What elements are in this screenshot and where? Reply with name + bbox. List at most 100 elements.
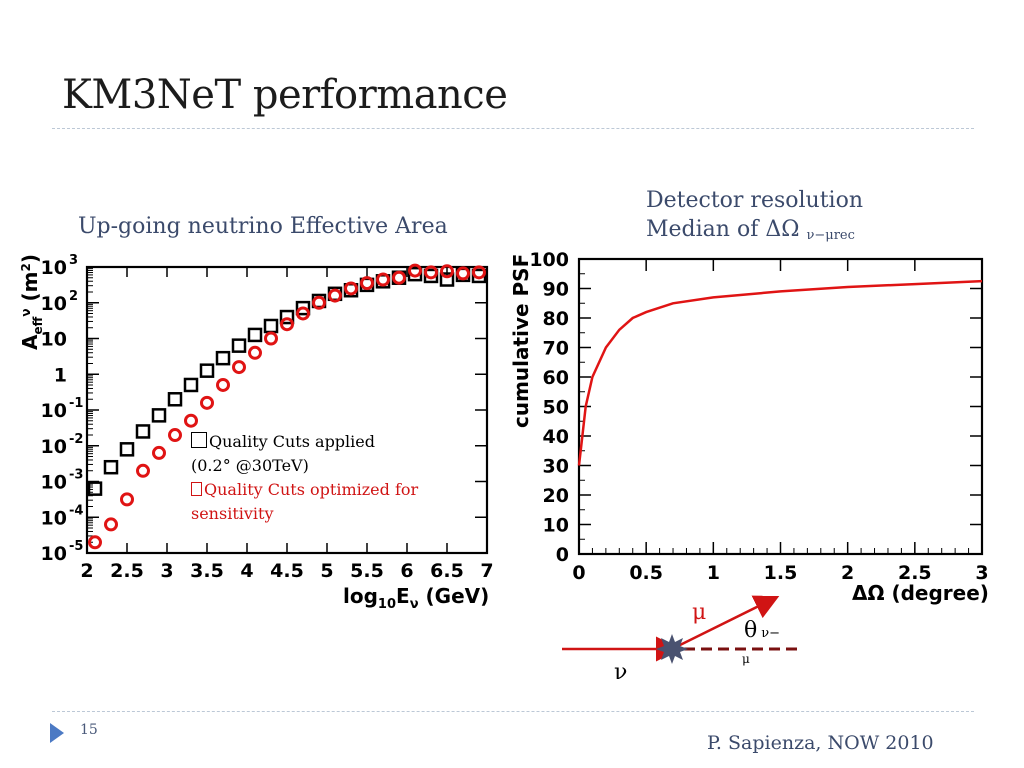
psf-ticks	[578, 258, 983, 555]
y-tick-label: 80	[543, 308, 569, 330]
y-tick-exponent: -3	[69, 468, 83, 483]
y-tick-label: 50	[543, 397, 569, 419]
data-point-circle	[408, 263, 422, 278]
x-tick-label: 3	[975, 562, 988, 584]
effective-area-x-tick-labels: 2 2.5 3 3.5 4 4.5 5 5.5 6 6.5 7	[80, 560, 493, 582]
x-tick-label: 0	[572, 562, 585, 584]
x-tick-label: 6	[400, 560, 413, 582]
legend-item-sensitivity: sensitivity	[191, 504, 274, 523]
data-point-square	[247, 327, 263, 343]
x-tick-label: 2.5	[898, 562, 932, 584]
resolution-caption-line1: Detector resolution	[646, 188, 864, 213]
y-tick-exponent: -2	[69, 432, 83, 447]
effective-area-points	[87, 263, 487, 550]
y-tick-label: 100	[529, 249, 569, 271]
x-tick-label: 3.5	[190, 560, 224, 582]
data-point-circle	[184, 413, 198, 428]
y-tick-label: 1	[54, 364, 67, 386]
resolution-caption: Detector resolution Median of ΔΩ ν−μrec	[646, 186, 863, 244]
y-tick-exponent: 3	[69, 253, 78, 268]
y-tick-label: 10	[41, 472, 67, 494]
psf-x-axis-label: ΔΩ (degree)	[852, 581, 989, 605]
x-tick-label: 5	[320, 560, 333, 582]
data-point-circle	[424, 265, 438, 280]
data-point-circle	[200, 395, 214, 410]
y-tick-label: 10	[543, 515, 569, 537]
legend-item-resolution: (0.2° @30TeV)	[191, 456, 309, 475]
data-point-circle	[360, 276, 374, 291]
data-point-square	[135, 424, 151, 439]
data-point-circle	[296, 306, 310, 321]
psf-curve	[577, 279, 983, 466]
legend-label-optimized: Quality Cuts optimized for	[204, 480, 419, 499]
data-point-circle	[264, 331, 278, 346]
x-tick-label: 1.5	[764, 562, 798, 584]
x-tick-label: 2	[841, 562, 854, 584]
data-point-square	[183, 377, 199, 393]
x-tick-label: 6.5	[430, 560, 464, 582]
theta-symbol: θ	[744, 618, 758, 643]
page-number: 15	[80, 722, 98, 738]
data-point-square	[151, 408, 167, 423]
data-point-circle	[440, 264, 454, 279]
missing-glyph-icon	[191, 482, 202, 496]
theta-subscript-mu: μ	[742, 652, 750, 666]
data-point-circle	[152, 445, 166, 460]
data-point-square	[103, 459, 119, 475]
x-tick-label: 7	[480, 560, 493, 582]
data-point-circle	[136, 463, 150, 478]
footer-author: P. Sapienza, NOW 2010	[707, 732, 934, 754]
slide-arrow-icon	[50, 723, 64, 743]
data-point-circle	[232, 360, 246, 375]
data-point-circle	[88, 535, 102, 550]
data-point-square	[119, 442, 135, 457]
y-tick-label: 30	[543, 456, 569, 478]
legend-item-optimized: Quality Cuts optimized for	[191, 478, 418, 502]
psf-y-axis-label: cumulative PSF	[509, 254, 533, 428]
data-point-circle	[168, 428, 182, 443]
y-tick-label: 20	[543, 485, 569, 507]
y-tick-label: 10	[41, 400, 67, 422]
data-point-circle	[472, 265, 486, 280]
y-tick-label: 40	[543, 426, 569, 448]
data-point-square	[87, 481, 103, 496]
data-point-square	[279, 309, 295, 325]
footer-divider	[52, 711, 974, 712]
interaction-vertex-icon	[656, 634, 688, 664]
theta-label: θ ν−	[744, 618, 780, 643]
y-tick-label: 10	[41, 329, 67, 351]
x-tick-label: 5.5	[350, 560, 384, 582]
title-divider	[52, 128, 974, 129]
y-tick-exponent: -1	[69, 396, 83, 411]
y-tick-label: 10	[41, 293, 67, 315]
psf-y-tick-labels: 0 10 20 30 40 50 60 70 80 90 100	[529, 249, 569, 566]
data-point-circle	[328, 288, 342, 303]
x-tick-label: 3	[160, 560, 173, 582]
legend-item-quality-cuts: Quality Cuts applied	[191, 430, 418, 454]
psf-x-tick-labels: 0 0.5 1 1.5 2 2.5 3	[572, 562, 988, 584]
data-point-circle	[456, 266, 470, 281]
neutrino-label: ν	[614, 660, 628, 685]
resolution-caption-sub: ν−μrec	[806, 228, 855, 244]
y-tick-label: 0	[556, 544, 569, 566]
y-tick-label: 60	[543, 367, 569, 389]
data-point-circle	[120, 492, 134, 507]
y-tick-label: 90	[543, 279, 569, 301]
data-point-square	[231, 338, 247, 353]
resolution-caption-line2: Median of ΔΩ ν−μrec	[646, 215, 863, 244]
y-tick-exponent: -4	[69, 503, 83, 518]
data-point-circle	[248, 345, 262, 360]
y-tick-label: 70	[543, 338, 569, 360]
muon-arrow	[675, 595, 780, 649]
data-point-square	[439, 272, 455, 287]
x-tick-label: 2.5	[110, 560, 144, 582]
data-point-circle	[216, 377, 230, 392]
y-tick-exponent: -5	[69, 539, 83, 554]
x-tick-label: 4.5	[270, 560, 304, 582]
data-point-circle	[392, 270, 406, 285]
y-tick-label: 10	[41, 543, 67, 565]
